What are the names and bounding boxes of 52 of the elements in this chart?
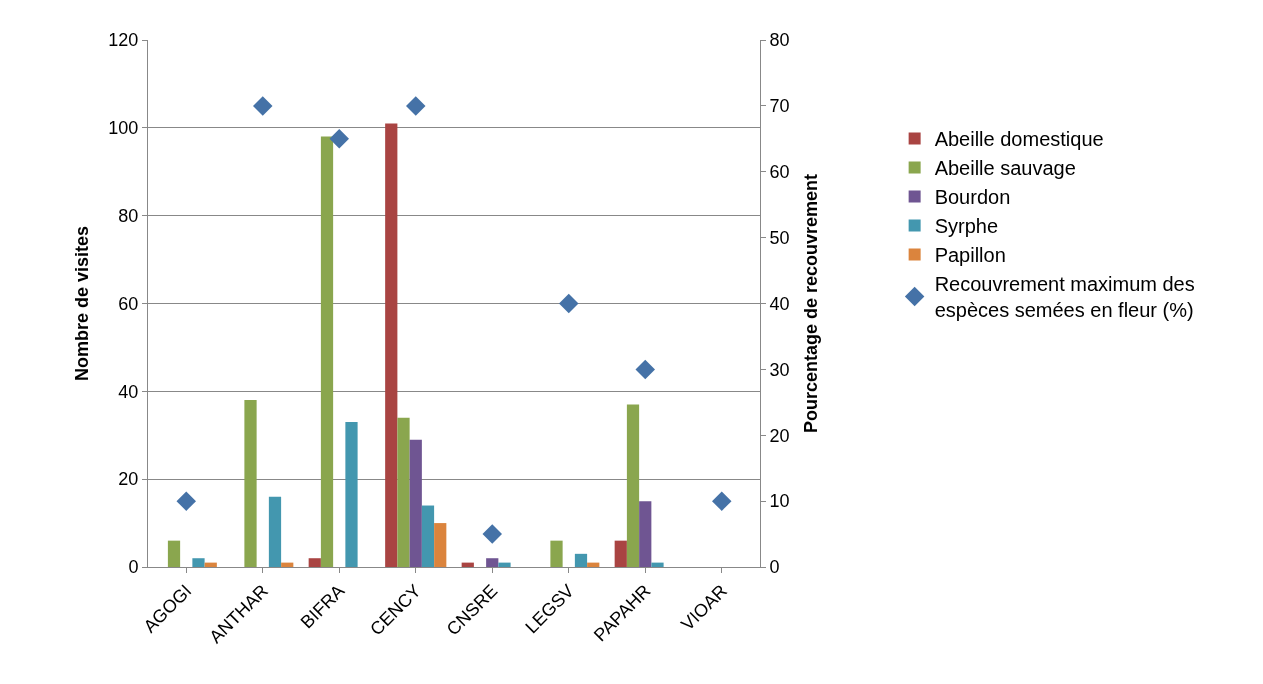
bar: [614, 540, 627, 567]
legend-label: Abeille domestique: [934, 128, 1104, 151]
y2-tick-label: 0: [769, 557, 780, 578]
bar: [639, 501, 652, 567]
point: [253, 96, 273, 116]
bar: [550, 540, 563, 567]
y2-tick-label: 80: [769, 30, 790, 51]
bar: [486, 558, 499, 567]
bar: [626, 404, 640, 567]
y2-tick-label: 30: [769, 359, 790, 380]
legend-label: Bourdon: [934, 186, 1011, 209]
bar: [434, 523, 447, 567]
y-tick-label: 80: [118, 205, 139, 226]
y-tick-label: 60: [118, 293, 139, 314]
y2-tick-label: 20: [769, 425, 790, 446]
y-tick-label: 120: [108, 30, 139, 51]
y-tick-label: 40: [118, 381, 139, 402]
bar: [268, 496, 282, 567]
legend-label: Syrphe: [934, 215, 999, 238]
point: [176, 491, 196, 511]
bar: [421, 505, 435, 567]
bar: [192, 558, 205, 567]
y2-tick-label: 40: [769, 293, 790, 314]
bar: [397, 417, 410, 567]
point: [559, 293, 579, 314]
y2-tick-label: 60: [769, 162, 790, 183]
bar: [320, 136, 334, 567]
y2-tick-label: 70: [769, 96, 790, 117]
y2-tick-label: 10: [769, 491, 790, 512]
bar: [308, 558, 321, 567]
point: [406, 96, 426, 116]
y2-tick-label: 50: [769, 227, 790, 248]
y2-axis-title: Pourcentage de recouvrement: [800, 173, 821, 434]
y-axis-title: Nombre de visites: [71, 225, 92, 382]
bar: [498, 562, 511, 567]
legend-label: Papillon: [934, 244, 1006, 267]
bar: [167, 540, 181, 567]
bar: [385, 123, 398, 567]
bar: [651, 562, 664, 567]
point: [635, 359, 655, 380]
point: [329, 129, 349, 149]
bar: [345, 422, 358, 567]
bar: [244, 400, 257, 567]
y-tick-label: 100: [108, 118, 139, 139]
y-tick-label: 20: [118, 469, 139, 490]
y-tick-label: 0: [128, 557, 139, 578]
legend-label: Recouvrement maximum des espèces semées en fleur (%): [934, 273, 1195, 322]
point: [482, 524, 502, 544]
bar: [409, 439, 422, 567]
point: [712, 491, 732, 511]
bar: [574, 553, 588, 567]
legend-label: Abeille sauvage: [934, 157, 1076, 180]
